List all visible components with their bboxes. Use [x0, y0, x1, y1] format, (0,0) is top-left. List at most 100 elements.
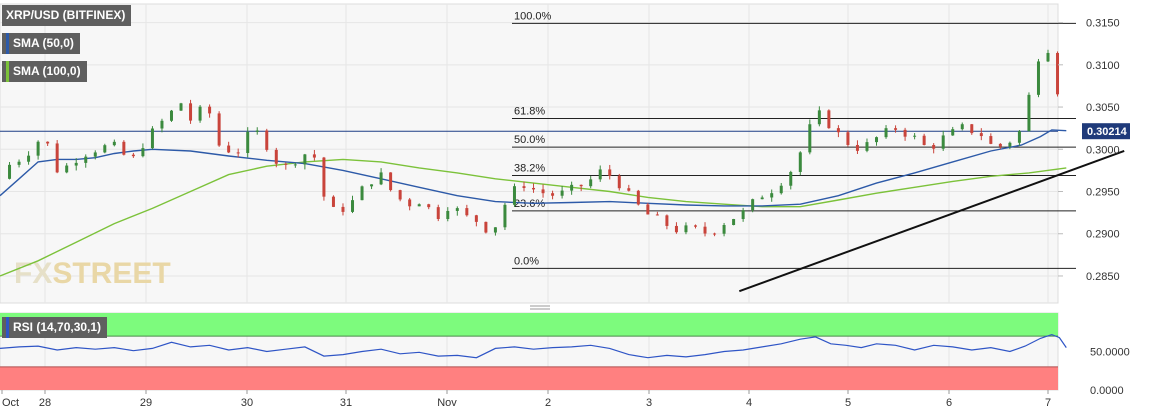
time-tick-label: 31 [340, 397, 352, 409]
rsi-tick-label: 0.0000 [1090, 385, 1124, 397]
candle [17, 159, 21, 168]
candle-body [532, 187, 536, 190]
candle-body [598, 169, 602, 180]
candle [265, 128, 269, 152]
candle-body [541, 189, 545, 194]
candle-body [84, 156, 88, 163]
candle-body [274, 149, 278, 164]
watermark: FXSTREET [14, 257, 171, 290]
candle [46, 141, 50, 146]
candle [875, 136, 879, 146]
candle-body [922, 135, 926, 145]
sma100-legend-label: SMA (100,0) [13, 64, 81, 78]
candle [331, 195, 335, 208]
candle [1008, 141, 1012, 150]
candle [798, 151, 802, 176]
candle-body [312, 154, 316, 158]
candle-body [398, 190, 402, 200]
candle [760, 195, 764, 200]
candle-body [236, 152, 240, 154]
candle [351, 195, 355, 214]
candle-body [1017, 131, 1021, 143]
candle [455, 206, 459, 216]
candle [693, 224, 697, 229]
sma50-line [0, 129, 1067, 207]
candle-body [741, 210, 745, 220]
candle [836, 125, 840, 138]
candle-body [808, 124, 812, 153]
candle [465, 204, 469, 217]
candle-body [855, 144, 859, 151]
candle [27, 151, 31, 165]
candle-body [579, 184, 583, 187]
candle-body [112, 141, 116, 146]
candle-body [455, 208, 459, 211]
candle [169, 109, 173, 122]
candle [532, 183, 536, 193]
candle-body [570, 184, 574, 191]
candle-body [370, 184, 374, 187]
candle-body [217, 113, 221, 146]
candle-body [141, 148, 145, 157]
candle [560, 185, 564, 199]
rsi-swatch [6, 317, 9, 338]
candle [446, 207, 450, 222]
time-tick-label: 30 [241, 397, 253, 409]
time-tick-label: 6 [946, 397, 952, 409]
candle-body [1056, 52, 1060, 95]
candle [655, 211, 659, 216]
candle [122, 140, 126, 156]
candle-body [255, 130, 259, 132]
candle-body [427, 204, 431, 208]
last-price-badge-label: 0.30214 [1087, 126, 1128, 138]
candle [141, 143, 145, 158]
candle-body [608, 169, 612, 176]
candle-body [512, 186, 516, 205]
candle [227, 141, 231, 154]
rsi-line [0, 333, 1067, 359]
candle-body [684, 225, 688, 233]
candle [322, 156, 326, 201]
candle [522, 181, 526, 192]
time-tick-label: 4 [746, 397, 752, 409]
candle [1056, 51, 1060, 97]
time-tick-label: 29 [140, 397, 152, 409]
candle-body [246, 131, 250, 154]
candle [150, 126, 154, 150]
candle-body [798, 152, 802, 172]
candle [1046, 49, 1050, 62]
candle [293, 162, 297, 168]
candle-body [36, 141, 40, 156]
candle [589, 176, 593, 189]
candle [208, 104, 212, 118]
candle-body [770, 193, 774, 198]
candle [8, 162, 12, 180]
price-tick-label: 0.2950 [1086, 187, 1120, 199]
candle-body [284, 163, 288, 165]
candle-body [979, 133, 983, 137]
price-tick-label: 0.3100 [1086, 60, 1120, 72]
rsi-legend: RSI (14,70,30,1) [2, 317, 108, 338]
candle [503, 202, 507, 231]
candle [674, 222, 678, 234]
candle [970, 123, 974, 135]
candle-body [27, 155, 31, 162]
candle [751, 198, 755, 213]
candle [541, 184, 545, 198]
sma50-swatch [6, 33, 9, 54]
candle [112, 139, 116, 147]
candle-body [760, 197, 764, 200]
candle [713, 232, 717, 237]
candle-body [636, 190, 640, 205]
candle-body [903, 129, 907, 137]
sma100-swatch [6, 61, 9, 82]
candle [379, 168, 383, 186]
time-tick-label: Nov [437, 397, 457, 409]
price-tick-label: 0.3000 [1086, 144, 1120, 156]
candle [951, 126, 955, 136]
candle-body [589, 179, 593, 187]
candle [389, 172, 393, 192]
candle [131, 152, 135, 158]
candle [846, 130, 850, 147]
